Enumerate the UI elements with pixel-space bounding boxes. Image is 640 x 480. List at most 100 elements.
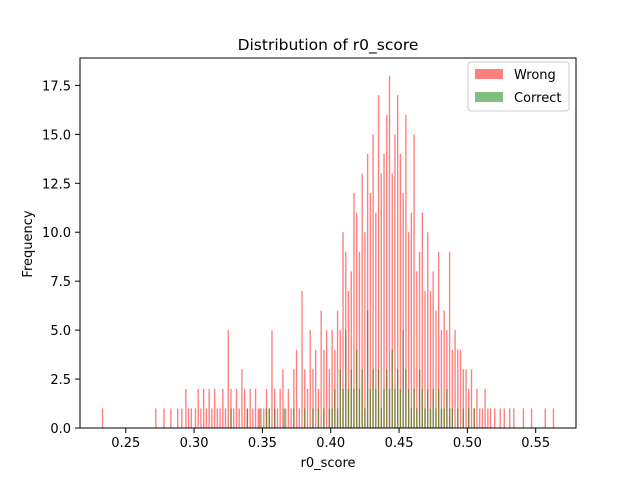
bar-wrong xyxy=(424,290,426,428)
bar-correct xyxy=(331,408,333,428)
bar-wrong xyxy=(254,388,257,428)
bar-correct xyxy=(372,369,374,428)
bar-wrong xyxy=(101,408,104,428)
bar-correct xyxy=(437,388,440,428)
bar-correct xyxy=(380,408,382,428)
bar-wrong xyxy=(222,388,224,428)
bar-correct xyxy=(440,408,443,428)
bar-correct xyxy=(451,408,454,428)
bar-correct xyxy=(416,408,418,428)
bar-correct xyxy=(435,408,437,428)
bar-wrong xyxy=(427,232,429,428)
bar-wrong xyxy=(328,369,331,428)
bar-wrong xyxy=(249,388,251,428)
bar-correct xyxy=(394,388,396,428)
bar-wrong xyxy=(503,408,505,428)
bar-wrong xyxy=(284,408,287,428)
bar-wrong xyxy=(432,271,434,428)
bar-correct xyxy=(345,330,347,428)
x-tick-label: 0.55 xyxy=(521,436,550,451)
bar-wrong xyxy=(476,388,478,428)
bar-wrong xyxy=(287,388,290,428)
bar-wrong xyxy=(216,408,219,428)
bar-wrong xyxy=(435,310,437,428)
bar-wrong xyxy=(413,134,415,428)
x-tick-label: 0.30 xyxy=(180,436,209,451)
bar-wrong xyxy=(369,193,372,428)
bar-correct xyxy=(388,388,391,428)
bar-wrong xyxy=(443,310,445,428)
bar-wrong xyxy=(252,408,254,428)
bar-wrong xyxy=(185,388,187,428)
bar-correct xyxy=(407,388,410,428)
bar-wrong xyxy=(462,369,464,428)
bar-wrong xyxy=(487,408,489,428)
legend-label-correct: Correct xyxy=(514,91,561,106)
bars-layer xyxy=(101,75,555,429)
bar-correct xyxy=(405,369,407,428)
y-tick-label: 2.5 xyxy=(50,373,71,388)
bar-wrong xyxy=(170,408,172,428)
bar-wrong xyxy=(484,388,486,428)
bar-wrong xyxy=(263,408,265,428)
bar-wrong xyxy=(410,212,413,428)
bar-wrong xyxy=(399,153,402,428)
bar-wrong xyxy=(213,388,216,428)
bar-wrong xyxy=(312,369,314,428)
bar-wrong xyxy=(309,330,311,428)
bar-wrong xyxy=(227,330,229,428)
bar-wrong xyxy=(233,408,235,428)
bar-correct xyxy=(230,408,232,428)
bar-correct xyxy=(259,408,261,428)
bar-wrong xyxy=(219,408,221,428)
chart-title: Distribution of r0_score xyxy=(238,36,419,55)
y-tick-label: 10.0 xyxy=(42,226,71,241)
bar-wrong xyxy=(397,95,399,428)
bar-wrong xyxy=(394,134,396,428)
bar-correct xyxy=(246,408,249,428)
bar-wrong xyxy=(530,408,533,428)
bar-wrong xyxy=(200,408,202,428)
bar-wrong xyxy=(402,193,404,428)
bar-wrong xyxy=(336,310,339,428)
bar-wrong xyxy=(241,369,243,428)
bar-wrong xyxy=(155,408,157,428)
bar-correct xyxy=(391,349,393,428)
plot-frame xyxy=(79,57,577,429)
bar-wrong xyxy=(457,349,459,428)
bar-wrong xyxy=(454,330,456,428)
bar-wrong xyxy=(437,251,440,428)
bar-wrong xyxy=(347,290,350,428)
bar-wrong xyxy=(358,251,361,428)
bar-correct xyxy=(432,388,434,428)
y-tick-label: 12.5 xyxy=(42,177,71,192)
bar-wrong xyxy=(190,408,193,428)
y-tick-label: 5.0 xyxy=(50,324,71,339)
x-tick-label: 0.40 xyxy=(316,436,345,451)
bar-wrong xyxy=(489,408,492,428)
bar-correct xyxy=(328,408,331,428)
bar-wrong xyxy=(366,153,369,428)
bar-wrong xyxy=(187,408,190,428)
bar-correct xyxy=(283,408,285,428)
bar-correct xyxy=(366,310,369,428)
bar-wrong xyxy=(383,153,385,428)
bar-wrong xyxy=(353,193,355,428)
bar-wrong xyxy=(224,408,227,428)
y-tick-label: 0.0 xyxy=(50,422,71,437)
bar-wrong xyxy=(372,134,374,428)
bar-wrong xyxy=(205,408,208,428)
bar-wrong xyxy=(194,408,197,428)
bar-correct xyxy=(462,408,464,428)
bar-correct xyxy=(268,408,270,428)
bar-correct xyxy=(339,369,341,428)
bar-wrong xyxy=(243,388,246,428)
bar-wrong xyxy=(356,212,358,428)
legend-label-wrong: Wrong xyxy=(514,68,556,83)
bar-wrong xyxy=(481,408,484,428)
bar-wrong xyxy=(282,369,284,428)
bar-correct xyxy=(323,408,325,428)
bar-wrong xyxy=(334,349,336,428)
bar-wrong xyxy=(293,369,295,428)
